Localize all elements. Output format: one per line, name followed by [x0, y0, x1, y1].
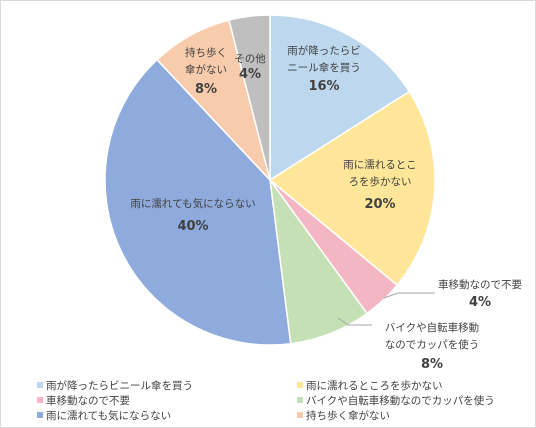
slice-percent: 8%: [421, 357, 443, 372]
slice-label: 雨に濡れても気にならない: [130, 197, 255, 210]
slice-label: 雨が降ったらビ: [287, 44, 361, 57]
slice-percent: 40%: [177, 219, 208, 234]
legend-entry: バイクや自転車移動なのでカッパを使う: [306, 394, 495, 407]
slice-percent: 8%: [195, 82, 217, 97]
legend-entry: 車移動なので不要: [46, 394, 130, 407]
pie-slice: [228, 14, 271, 181]
legend-entry: 雨が降ったらビニール傘を買う: [46, 379, 193, 392]
slice-percent: 4%: [239, 67, 261, 82]
slice-label: ニール傘を買う: [287, 62, 361, 74]
slice-label: バイクや自転車移動: [385, 321, 479, 334]
pie-slice: [269, 14, 411, 182]
leader-line: [383, 292, 435, 299]
slice-label: その他: [234, 52, 266, 65]
legend-entry: 持ち歩く傘がない: [306, 409, 390, 422]
slice-percent: 16%: [308, 79, 339, 94]
legend-entry: 雨に濡れるところを歩かない: [306, 379, 443, 392]
legend-entry: 雨に濡れても気にならない: [46, 409, 171, 422]
legend-swatch: [37, 382, 43, 388]
legend-swatch: [37, 397, 43, 403]
legend-swatch: [297, 397, 303, 403]
legend-swatch: [297, 382, 303, 388]
slice-label: 傘がない: [185, 63, 227, 76]
slice-label: ろを歩かない: [349, 175, 412, 188]
slice-percent: 4%: [469, 295, 491, 310]
legend-swatch: [37, 412, 43, 418]
slice-label: 車移動なので不要: [438, 278, 522, 291]
pie-slice: [268, 90, 436, 287]
slice-percent: 20%: [364, 197, 395, 212]
pie-slice: [104, 58, 292, 346]
slice-label: なのでカッパを使う: [385, 338, 480, 351]
slice-label: 雨に濡れるとこ: [343, 159, 417, 171]
slice-label: 持ち歩く: [185, 46, 227, 59]
leader-line: [337, 317, 372, 326]
legend-swatch: [297, 412, 303, 418]
